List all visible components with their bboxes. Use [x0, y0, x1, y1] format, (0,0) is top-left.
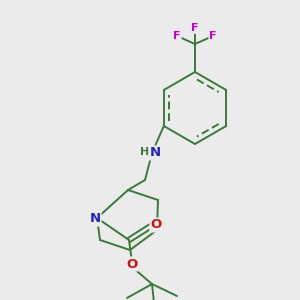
Text: F: F [191, 23, 199, 33]
Text: F: F [173, 31, 181, 41]
Text: N: N [89, 212, 100, 226]
Text: O: O [126, 257, 138, 271]
Text: H: H [140, 147, 150, 157]
Text: O: O [150, 218, 162, 232]
Text: N: N [149, 146, 161, 160]
Text: F: F [209, 31, 217, 41]
